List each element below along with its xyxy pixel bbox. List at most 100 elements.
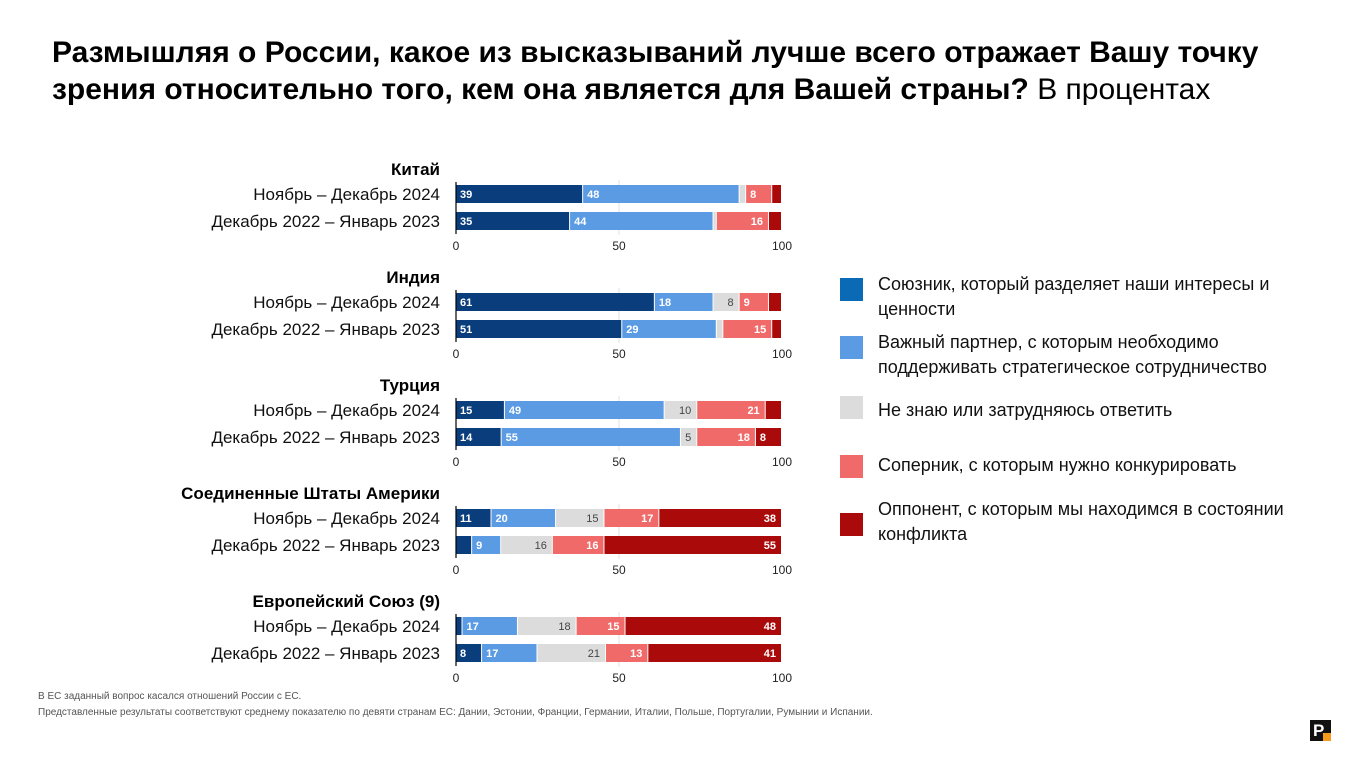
group-0-row-0-bar-3 bbox=[746, 185, 772, 203]
group-3-row-0-bar-2 bbox=[556, 509, 604, 527]
group-3-row-0-value-1: 20 bbox=[496, 513, 508, 525]
group-2-row-1-value-0: 14 bbox=[460, 432, 473, 444]
group-3-row-0-value-0: 11 bbox=[460, 513, 472, 525]
group-4-row-0-value-4: 48 bbox=[764, 621, 776, 633]
group-0-row-1-label: Декабрь 2022 – Январь 2023 bbox=[211, 212, 440, 231]
group-1-tick-0: 0 bbox=[453, 347, 460, 361]
group-1-row-1-label: Декабрь 2022 – Январь 2023 bbox=[211, 320, 440, 339]
group-2-row-0-label: Ноябрь – Декабрь 2024 bbox=[253, 401, 440, 420]
group-2-row-1-bar-0 bbox=[456, 428, 501, 446]
group-3-row-0-label: Ноябрь – Декабрь 2024 bbox=[253, 509, 440, 528]
group-4-tick-1: 50 bbox=[612, 671, 626, 685]
logo-letter: P bbox=[1313, 721, 1325, 740]
group-3-row-0-bar-1 bbox=[491, 509, 556, 527]
group-4-row-0-value-1: 17 bbox=[467, 621, 479, 633]
group-0-row-0-label: Ноябрь – Декабрь 2024 bbox=[253, 185, 440, 204]
group-2-row-0-value-2: 10 bbox=[679, 405, 691, 417]
group-4-row-1-bar-2 bbox=[537, 644, 605, 662]
group-2-row-1-bar-3 bbox=[697, 428, 755, 446]
group-4-row-1-value-4: 41 bbox=[764, 648, 776, 660]
group-3-row-1-value-3: 16 bbox=[586, 540, 598, 552]
group-0-row-1-bar-0 bbox=[456, 212, 570, 230]
legend-label-rival: Соперник, с которым нужно конкурировать bbox=[878, 455, 1237, 475]
group-2-row-0-bar-3 bbox=[697, 401, 765, 419]
group-0-row-0-value-0: 39 bbox=[460, 189, 472, 201]
group-3-row-0-bar-3 bbox=[604, 509, 659, 527]
group-2-tick-0: 0 bbox=[453, 455, 460, 469]
stacked-bar-chart: Китай Ноябрь – Декабрь 2024 39 48 8 Декабрь 2… bbox=[181, 160, 792, 685]
group-1-row-0-value-1: 18 bbox=[659, 297, 671, 309]
group-4-row-1-bar-4 bbox=[648, 644, 781, 662]
group-4-row-1-value-1: 17 bbox=[486, 648, 498, 660]
group-3-row-0-bar-0 bbox=[456, 509, 491, 527]
group-3-row-1-value-1: 9 bbox=[476, 540, 482, 552]
group-0-title: Китай bbox=[391, 160, 440, 179]
group-1-row-0-value-2: 8 bbox=[727, 297, 733, 309]
footnote-2: Представленные результаты соответствуют … bbox=[38, 707, 873, 718]
group-2-row-1-value-1: 55 bbox=[506, 432, 518, 444]
group-0-row-1-bar-1 bbox=[570, 212, 713, 230]
group-4-title: Европейский Союз (9) bbox=[253, 592, 440, 611]
group-1-tick-1: 50 bbox=[612, 347, 626, 361]
legend-swatch-partner bbox=[840, 336, 863, 359]
group-0-tick-0: 0 bbox=[453, 239, 460, 253]
group-1-title: Индия bbox=[386, 268, 440, 287]
group-3-row-1-bar-1 bbox=[472, 536, 501, 554]
group-0-row-0-bar-1 bbox=[583, 185, 739, 203]
group-3-tick-2: 100 bbox=[772, 563, 792, 577]
group-1-row-1-bar-3 bbox=[723, 320, 772, 338]
group-1-row-0-bar-2 bbox=[713, 293, 739, 311]
group-1-row-0-value-3: 9 bbox=[744, 297, 750, 309]
group-2-row-0-value-1: 49 bbox=[509, 405, 521, 417]
group-0-row-0-bar-2 bbox=[739, 185, 746, 203]
group-0-row-1-bar-2 bbox=[713, 212, 716, 230]
group-3-title: Соединенные Штаты Америки bbox=[181, 484, 440, 503]
group-3-row-1-bar-0 bbox=[456, 536, 472, 554]
title-unit: В процентах bbox=[1028, 73, 1211, 106]
group-4-row-0-bar-3 bbox=[576, 617, 625, 635]
group-4-row-1-label: Декабрь 2022 – Январь 2023 bbox=[211, 644, 440, 663]
group-2-row-1-bar-2 bbox=[680, 428, 697, 446]
group-0-row-0-value-1: 48 bbox=[587, 189, 599, 201]
footnote-1: В ЕС заданный вопрос касался отношений Р… bbox=[38, 691, 302, 702]
group-0-row-1-bar-3 bbox=[716, 212, 768, 230]
group-3-tick-1: 50 bbox=[612, 563, 626, 577]
group-2-row-1-value-4: 8 bbox=[760, 432, 766, 444]
group-4-row-1-value-3: 13 bbox=[630, 648, 642, 660]
group-1-row-1-value-0: 51 bbox=[460, 324, 472, 336]
group-0-row-1-value-0: 35 bbox=[460, 216, 472, 228]
group-2-row-0-bar-1 bbox=[504, 401, 664, 419]
group-1-row-0-label: Ноябрь – Декабрь 2024 bbox=[253, 293, 440, 312]
group-4-row-1-bar-1 bbox=[482, 644, 537, 662]
group-4-row-0-label: Ноябрь – Декабрь 2024 bbox=[253, 617, 440, 636]
group-1-row-1-value-3: 15 bbox=[754, 324, 766, 336]
group-3-row-1-bar-2 bbox=[501, 536, 552, 554]
group-2-tick-1: 50 bbox=[612, 455, 626, 469]
group-2-row-0-value-0: 15 bbox=[460, 405, 472, 417]
chart-title: Размышляя о России, какое из высказывани… bbox=[52, 34, 1282, 108]
group-1-row-0-bar-0 bbox=[456, 293, 654, 311]
group-1-row-1-bar-0 bbox=[456, 320, 622, 338]
legend-label-dont-know: Не знаю или затрудняюсь ответить bbox=[878, 400, 1173, 420]
group-0-row-1-value-3: 16 bbox=[751, 216, 763, 228]
group-0-tick-1: 50 bbox=[612, 239, 626, 253]
group-1-row-1-bar-4 bbox=[772, 320, 781, 338]
group-0-tick-2: 100 bbox=[772, 239, 792, 253]
group-2-row-0-bar-2 bbox=[664, 401, 697, 419]
group-2-title: Турция bbox=[380, 376, 440, 395]
group-3-row-0-bar-4 bbox=[659, 509, 781, 527]
group-3-row-0-value-4: 38 bbox=[764, 513, 776, 525]
group-1-row-0-bar-3 bbox=[739, 293, 768, 311]
group-1-row-0-bar-1 bbox=[654, 293, 713, 311]
legend-label-opponent: Оппонент, с которым мы находимся в состо… bbox=[878, 499, 1284, 544]
group-1-row-0-value-0: 61 bbox=[460, 297, 472, 309]
legend-label-ally: Союзник, который разделяет наши интересы… bbox=[878, 274, 1270, 319]
group-2-row-1-label: Декабрь 2022 – Январь 2023 bbox=[211, 428, 440, 447]
group-2-row-1-value-2: 5 bbox=[685, 432, 691, 444]
legend-swatch-ally bbox=[840, 278, 863, 301]
group-0-row-1-bar-4 bbox=[768, 212, 781, 230]
group-4-row-0-value-3: 15 bbox=[607, 621, 619, 633]
group-1-row-1-bar-2 bbox=[716, 320, 723, 338]
group-4-row-0-value-2: 18 bbox=[558, 621, 570, 633]
group-2-row-0-bar-0 bbox=[456, 401, 504, 419]
